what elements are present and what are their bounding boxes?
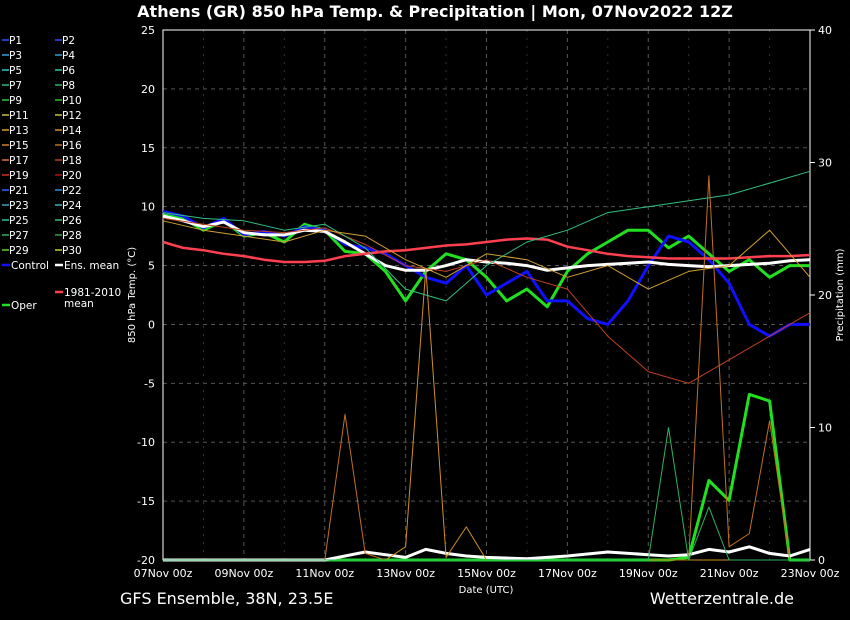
axes: 25 20 15 10 5 0 -5 -10 -15 -20 40 30 20 10 0 07Nov 00z 0… [134, 24, 840, 580]
series-line-p26-temp [162, 170, 811, 302]
legend-label: P27 [9, 230, 29, 242]
legend-label: P29 [9, 245, 29, 257]
y2-tick-label: 20 [818, 289, 832, 302]
legend-label: P26 [62, 215, 82, 227]
legend-label: P10 [62, 95, 82, 107]
legend-label: Ens. mean [64, 260, 119, 272]
y2-tick-label: 0 [818, 554, 825, 567]
grid [162, 30, 850, 560]
series-line-p8-precip [163, 427, 810, 561]
x-tick-label: 11Nov 00z [295, 567, 354, 580]
legend-label: Oper [11, 300, 37, 312]
legend-label: P2 [62, 35, 75, 47]
y2-tick-label: 30 [818, 157, 832, 170]
series-line-ens-mean-precip [163, 545, 811, 562]
legend-label: Control [11, 260, 49, 272]
y2-axis-label: Precipitation (mm) [835, 248, 846, 341]
y-tick-label: -5 [144, 377, 155, 390]
legend-label: P7 [9, 80, 22, 92]
legend: P1 P2 P3 P4 P5 P6 P7 P8 P9 P10 P11 P12 P13 P14 P15 P16 P… [2, 35, 121, 312]
x-tick-label: 15Nov 00z [457, 567, 516, 580]
y-tick-label: 0 [148, 318, 155, 331]
legend-label: P17 [9, 155, 29, 167]
legend-label: P13 [9, 125, 29, 137]
legend-label: P19 [9, 170, 29, 182]
x-tick-label: 17Nov 00z [538, 567, 597, 580]
legend-label: P9 [9, 95, 22, 107]
series-line-control-temp [162, 209, 810, 338]
x-tick-label: 23Nov 00z [781, 567, 840, 580]
y2-tick-label: 40 [818, 24, 832, 37]
legend-label: P4 [62, 50, 75, 62]
legend-label: P16 [62, 140, 82, 152]
x-axis-label: Date (UTC) [459, 585, 514, 596]
series-line-p13-temp [162, 220, 811, 290]
legend-label: P14 [62, 125, 82, 137]
chart-title: Athens (GR) 850 hPa Temp. & Precipitatio… [137, 2, 733, 22]
series-line-1981-2010-mean-temp [162, 237, 811, 264]
x-tick-label: 09Nov 00z [215, 567, 274, 580]
legend-label: P5 [9, 65, 22, 77]
y2-tick-label: 10 [818, 422, 832, 435]
series-line-p14-precip [163, 268, 810, 561]
series-line-p16-precip [163, 175, 810, 561]
legend-label: P22 [62, 185, 82, 197]
x-tick-label: 07Nov 00z [134, 567, 193, 580]
legend-label: P28 [62, 230, 82, 242]
y-tick-label: 25 [141, 24, 155, 37]
x-tick-label: 21Nov 00z [700, 567, 759, 580]
y-axis-label: 850 hPa Temp. (°C) [127, 247, 138, 343]
legend-label: P30 [62, 245, 82, 257]
x-tick-label: 19Nov 00z [619, 567, 678, 580]
legend-label: P18 [62, 155, 82, 167]
footer-source: GFS Ensemble, 38N, 23.5E [120, 589, 334, 608]
y-tick-label: 15 [141, 142, 155, 155]
y-tick-label: 5 [148, 260, 155, 273]
y-tick-label: 10 [141, 201, 155, 214]
series-group [162, 170, 811, 562]
legend-label: P21 [9, 185, 29, 197]
y-tick-label: -15 [137, 495, 155, 508]
legend-label: P3 [9, 50, 22, 62]
legend-label: P25 [9, 215, 29, 227]
legend-label: P24 [62, 200, 82, 212]
legend-label: P20 [62, 170, 82, 182]
y-tick-label: 20 [141, 83, 155, 96]
series-line-p18-temp [162, 217, 811, 384]
legend-label: 1981-2010 mean [64, 287, 121, 310]
footer-brand: Wetterzentrale.de [649, 589, 794, 608]
series-line-ens-mean-temp [162, 214, 811, 272]
legend-label: P15 [9, 140, 29, 152]
legend-label: P12 [62, 110, 82, 122]
legend-label: P11 [9, 110, 29, 122]
legend-label: P1 [9, 35, 22, 47]
y-tick-label: -20 [137, 554, 155, 567]
y-tick-label: -10 [137, 436, 155, 449]
legend-label: P23 [9, 200, 29, 212]
x-tick-label: 13Nov 00z [376, 567, 435, 580]
legend-label: P6 [62, 65, 75, 77]
legend-label: P8 [62, 80, 75, 92]
